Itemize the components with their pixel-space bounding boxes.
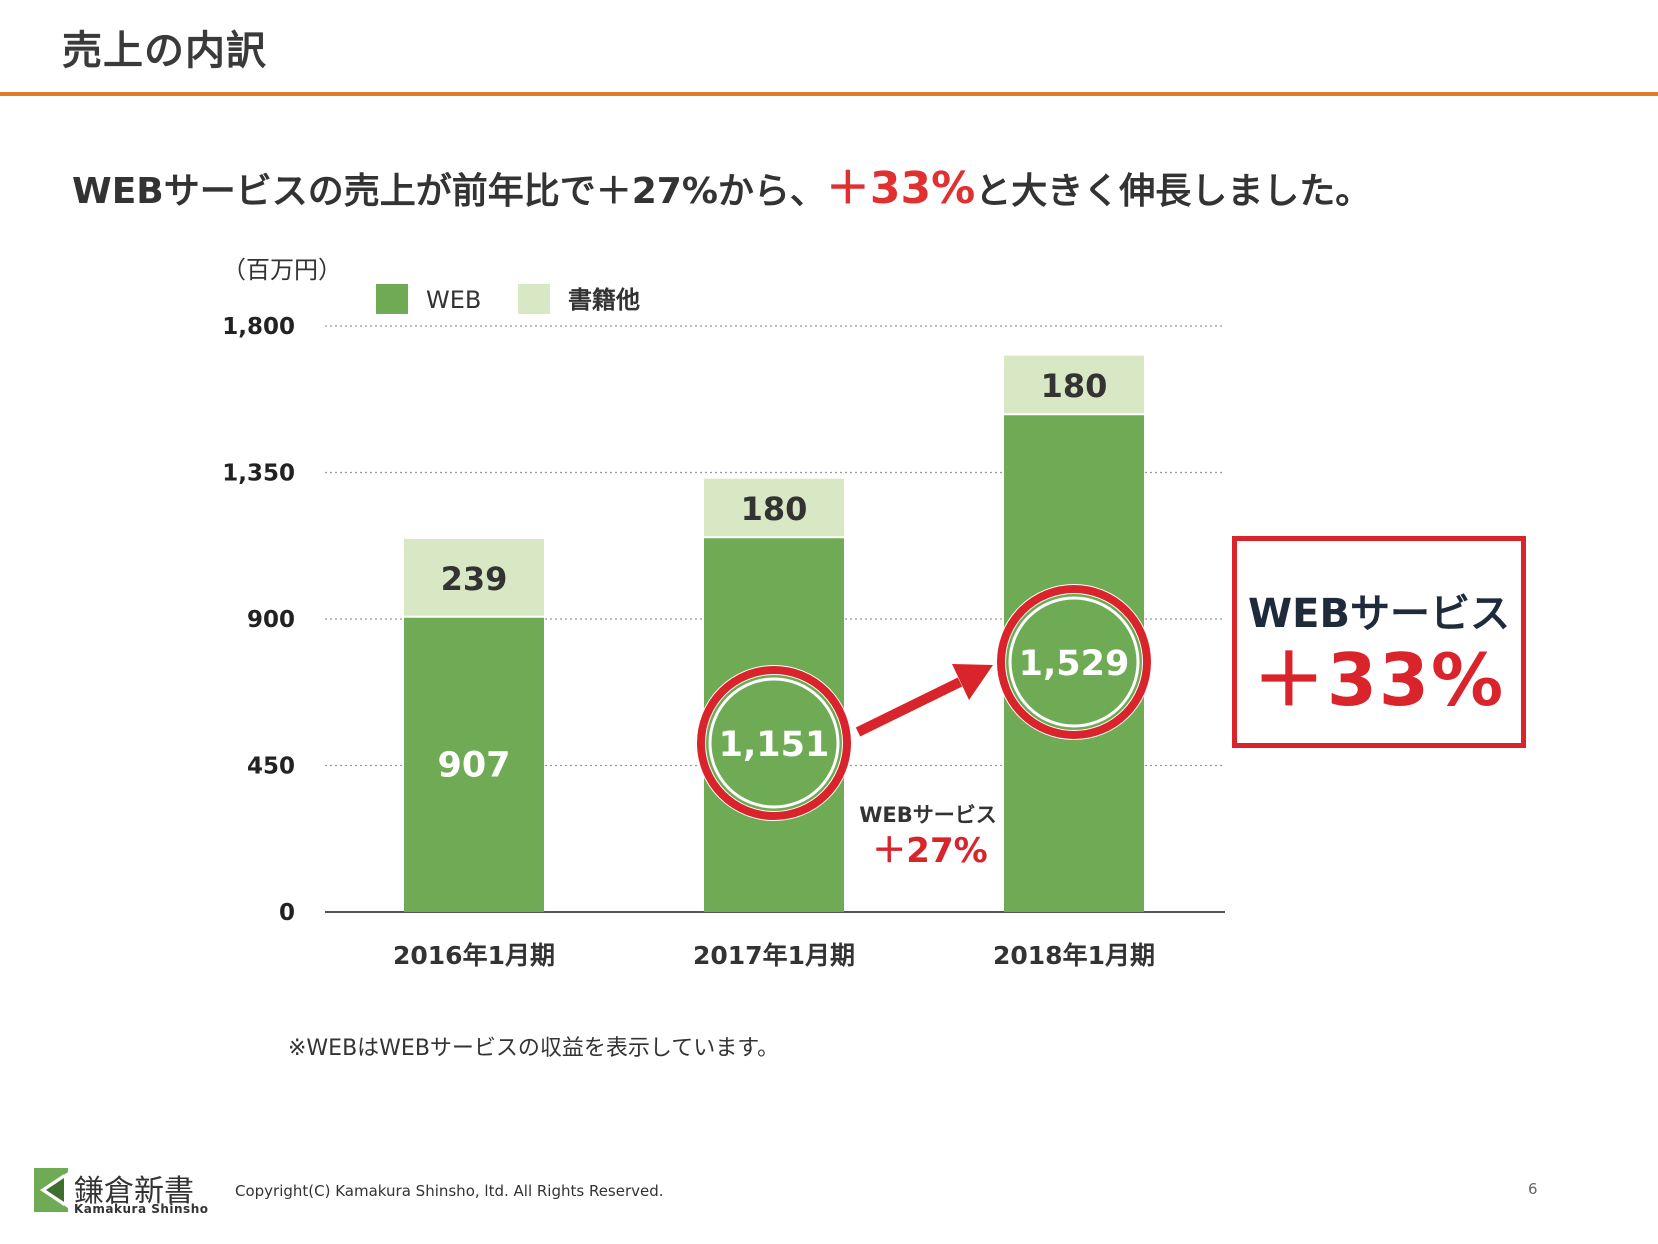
highlight-ring-inner bbox=[708, 677, 840, 809]
x-tick-label: 2017年1月期 bbox=[693, 941, 855, 970]
summary-value: ＋33% bbox=[1252, 638, 1506, 722]
headline: WEBサービスの売上が前年比で＋27%から、＋33%と大きく伸長しました。 bbox=[72, 152, 1371, 216]
bar-label-web: 1,529 bbox=[1019, 644, 1130, 684]
page-number: 6 bbox=[1528, 1180, 1538, 1198]
page-title: 売上の内訳 bbox=[62, 28, 267, 74]
headline-highlight: ＋33% bbox=[825, 163, 976, 214]
bar-other bbox=[1004, 355, 1144, 415]
y-tick-label: 900 bbox=[247, 607, 295, 633]
y-unit-label: （百万円） bbox=[222, 256, 342, 284]
bar-web bbox=[404, 616, 544, 912]
bar-label-other: 180 bbox=[1041, 367, 1108, 405]
copyright: Copyright(C) Kamakura Shinsho, ltd. All … bbox=[235, 1182, 664, 1200]
growth-arrow-shaft bbox=[855, 677, 963, 737]
bar-other bbox=[704, 478, 844, 538]
bar-label-web: 1,151 bbox=[719, 725, 830, 765]
bar-label-other: 239 bbox=[441, 560, 508, 598]
y-tick-label: 0 bbox=[279, 900, 295, 926]
growth-annotation-value: ＋27% bbox=[872, 831, 987, 871]
headline-prefix: WEBサービスの売上が前年比で＋27%から、 bbox=[72, 171, 826, 212]
bar-label-other: 180 bbox=[741, 490, 808, 528]
legend-label: WEB bbox=[426, 286, 481, 314]
y-tick-label: 1,800 bbox=[222, 314, 295, 340]
highlight-ring bbox=[997, 585, 1151, 739]
summary-box: WEBサービス ＋33% bbox=[1232, 536, 1526, 748]
growth-arrow-head bbox=[952, 664, 993, 700]
y-tick-label: 450 bbox=[247, 754, 295, 780]
bar-other bbox=[404, 538, 544, 617]
kamakura-logo-icon bbox=[34, 1168, 68, 1212]
title-divider bbox=[0, 92, 1658, 96]
highlight-ring bbox=[697, 666, 851, 820]
x-tick-label: 2016年1月期 bbox=[393, 941, 555, 970]
legend-swatch bbox=[518, 284, 550, 314]
x-tick-label: 2018年1月期 bbox=[993, 941, 1155, 970]
y-tick-label: 1,350 bbox=[222, 461, 295, 487]
legend-swatch bbox=[376, 284, 408, 314]
footnote: ※WEBはWEBサービスの収益を表示しています。 bbox=[288, 1036, 780, 1061]
logo-roman: Kamakura Shinsho bbox=[74, 1202, 209, 1216]
headline-suffix: と大きく伸長しました。 bbox=[975, 171, 1372, 212]
logo-name: 鎌倉新書 bbox=[74, 1174, 194, 1209]
legend-label: 書籍他 bbox=[568, 286, 640, 314]
growth-annotation-label: WEBサービス bbox=[859, 803, 997, 827]
bar-label-web: 907 bbox=[437, 745, 510, 785]
highlight-ring-inner bbox=[1008, 596, 1140, 728]
summary-label: WEBサービス bbox=[1248, 591, 1510, 637]
